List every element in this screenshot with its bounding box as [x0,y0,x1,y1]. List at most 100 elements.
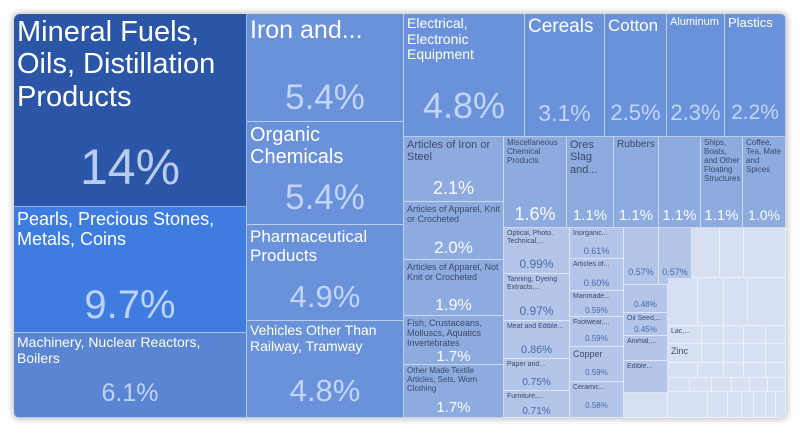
treemap-cell-small[interactable] [698,363,724,378]
treemap-cell-small[interactable] [724,326,744,344]
treemap-cell[interactable]: Lac,... [668,326,702,344]
treemap-cell-small[interactable] [712,378,732,392]
treemap-cell-small[interactable] [668,392,708,418]
treemap-cell[interactable]: Footwear,... 0.59% [570,317,624,347]
treemap-cell[interactable]: Coffee, Tea, Mate and Spices 1.0% [743,137,786,228]
treemap-cell[interactable]: Fish, Crustaceans, Molluscs, Aquatics In… [404,316,504,365]
cell-value-label: 1.1% [704,207,739,224]
treemap-cell[interactable]: Manmade... 0.59% [570,291,624,317]
treemap-cell[interactable]: 0.57% [624,228,659,285]
treemap-cell-small[interactable] [732,378,750,392]
treemap-cell[interactable]: Vehicles Other Than Railway, Tramway 4.8% [247,321,404,418]
treemap-cell-small[interactable] [766,344,786,363]
treemap-cell-small[interactable] [776,392,786,418]
treemap-cell-small[interactable] [690,378,712,392]
treemap-cell[interactable]: Tanning, Dyeing Extracts,... 0.97% [504,274,570,321]
treemap-cell[interactable]: Ores Slag and... 1.1% [567,137,614,228]
cell-value-label: 0.86% [520,344,553,356]
treemap-cell-small[interactable] [744,363,766,378]
treemap-cell[interactable]: Plastics 2.2% [725,14,786,137]
treemap-cell[interactable]: Organic Chemicals 5.4% [247,122,404,225]
cell-label: Ceramic... [573,384,605,391]
treemap-cell-small[interactable] [754,392,766,418]
treemap-cell-small[interactable] [668,278,698,326]
cell-label: Pearls, Precious Stones, Metals, Coins [17,209,215,250]
treemap-cell-small[interactable] [668,363,698,378]
cell-value-label: 0.57% [662,267,688,277]
cell-label: Inorganic... [573,230,608,237]
treemap-cell-small[interactable] [724,278,748,326]
treemap-cell[interactable]: Meat and Edible... 0.86% [504,321,570,359]
treemap-cell[interactable]: Electrical, Electronic Equipment 4.8% [404,14,525,137]
cell-label: Coffee, Tea, Mate and Spices [746,139,782,174]
treemap-cell[interactable]: Cotton 2.5% [605,14,667,137]
cell-value-label: 0.61% [583,246,610,256]
treemap-cell[interactable]: Mineral Fuels, Oils, Distillation Produc… [14,14,247,207]
treemap-cell-small[interactable] [724,363,744,378]
treemap-cell[interactable]: 0.57% [659,228,692,285]
treemap-cell[interactable]: Furniture,... 0.71% [504,391,570,418]
cell-label: Copper [573,349,603,359]
treemap-cell-small[interactable] [766,326,786,344]
treemap-cell[interactable]: Rubbers 1.1% [614,137,659,228]
cell-label: Organic Chemicals [250,124,344,169]
treemap-cell-small[interactable] [744,228,786,278]
cell-label: Footwear,... [573,319,610,326]
treemap-cell[interactable]: Machinery, Nuclear Reactors, Boilers 6.1% [14,333,247,418]
cell-value-label: 14% [79,139,181,195]
cell-value-label: 0.59% [585,334,608,343]
treemap-cell[interactable]: Ships, Boats, and Other Floating Structu… [701,137,743,228]
treemap-cell[interactable]: Cereals 3.1% [525,14,605,137]
treemap-cell[interactable]: Articles of Apparel, Not Knit or Crochet… [404,260,504,316]
treemap-cell[interactable]: Articles of Iron or Steel 2.1% [404,137,504,202]
treemap-cell[interactable]: Zinc [668,344,702,363]
treemap-cell[interactable]: 1.1% [659,137,701,228]
treemap-cell[interactable]: Pharmaceutical Products 4.9% [247,225,404,321]
treemap-cell-small[interactable] [698,278,724,326]
treemap-cell[interactable]: Other Made Textile Articles, Sets, Worn … [404,365,504,418]
cell-label: Articles of Apparel, Knit or Crocheted [407,204,501,225]
treemap-cell-small[interactable] [766,392,776,418]
treemap-cell-small[interactable] [702,326,724,344]
treemap-cell-small[interactable] [724,344,744,363]
treemap-cell[interactable]: Oil Seed,... 0.45% [624,313,668,336]
treemap-cell-small[interactable] [748,278,786,326]
treemap-cell-small[interactable] [728,392,742,418]
treemap-cell[interactable]: Articles of... 0.60% [570,259,624,291]
treemap-cell[interactable]: Animal,... [624,336,668,361]
treemap-cell[interactable]: 0.48% [624,285,668,313]
treemap-cell[interactable]: Aluminum 2.3% [667,14,725,137]
treemap-cell[interactable]: Edible... [624,361,668,393]
cell-label: Aluminum [670,16,719,28]
treemap-cell-small[interactable] [720,228,744,278]
cell-value-label: 4.8% [289,373,361,408]
treemap-cell[interactable]: Articles of Apparel, Knit or Crocheted 2.… [404,202,504,260]
treemap-cell-small[interactable] [744,326,766,344]
treemap-cell[interactable]: Ceramic... 0.58% [570,382,624,418]
treemap-cell-small[interactable] [692,228,720,278]
treemap-cell[interactable]: Pearls, Precious Stones, Metals, Coins 9.… [14,207,247,333]
cell-label: Vehicles Other Than Railway, Tramway [250,323,377,354]
treemap-cell-small[interactable] [702,344,724,363]
cell-value-label: 6.1% [101,379,159,407]
cell-value-label: 0.59% [585,368,608,377]
treemap-cell-small[interactable] [742,392,754,418]
treemap-cell-small[interactable] [744,344,766,363]
treemap-cell[interactable]: Iron and... 5.4% [247,14,404,122]
treemap-cell-small[interactable] [624,393,668,418]
cell-label: Cereals [528,16,594,37]
treemap-cell-small[interactable] [750,378,768,392]
treemap-cell[interactable]: Optical, Photo, Technical,... 0.99% [504,228,570,274]
treemap-cell-small[interactable] [668,378,690,392]
treemap-cell[interactable]: Copper 0.59% [570,347,624,382]
treemap-cell-small[interactable] [766,363,786,378]
cell-value-label: 0.97% [519,304,554,318]
treemap-cell[interactable]: Miscellaneous Chemical Products 1.6% [504,137,567,228]
treemap-cell-small[interactable] [708,392,728,418]
treemap-cell-small[interactable] [768,378,786,392]
treemap-chart: Mineral Fuels, Oils, Distillation Produc… [14,14,786,418]
treemap-cell[interactable]: Paper and... 0.75% [504,359,570,391]
cell-label: Fish, Crustaceans, Molluscs, Aquatics In… [407,318,483,349]
treemap-cell[interactable]: Inorganic... 0.61% [570,228,624,259]
cell-label: Ships, Boats, and Other Floating Structu… [704,139,740,183]
